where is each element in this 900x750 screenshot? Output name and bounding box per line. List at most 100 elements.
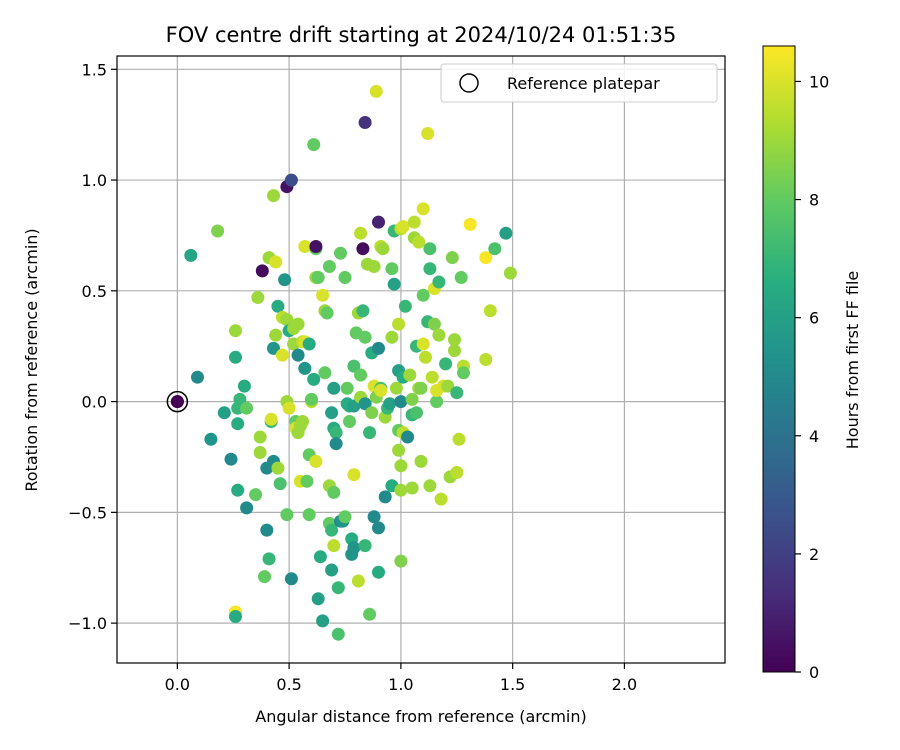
data-point <box>358 330 372 344</box>
data-point <box>378 490 392 504</box>
data-point <box>503 266 517 280</box>
colorbar-tick-label: 6 <box>809 309 819 328</box>
colorbar-gradient <box>762 45 796 673</box>
x-axis-ticks: 0.0 0.5 1.0 1.5 2.0 <box>165 663 637 694</box>
data-point <box>325 523 339 537</box>
data-point <box>369 84 383 98</box>
data-point <box>372 521 385 535</box>
data-point <box>284 572 298 586</box>
chart-title: FOV centre drift starting at 2024/10/24 … <box>166 23 677 47</box>
data-point <box>343 415 356 428</box>
data-point <box>448 333 461 347</box>
data-point <box>394 395 408 409</box>
data-point <box>267 341 280 355</box>
x-tick-label: 1.0 <box>388 675 413 694</box>
data-point <box>282 401 296 415</box>
data-point <box>358 116 372 129</box>
data-point <box>284 173 298 187</box>
data-point <box>407 215 421 229</box>
data-point <box>264 412 278 426</box>
data-point <box>318 366 332 380</box>
data-point <box>280 508 294 522</box>
data-point <box>278 273 292 287</box>
data-point <box>307 138 321 152</box>
data-point <box>309 240 323 253</box>
data-point <box>423 262 437 276</box>
data-point <box>255 264 269 278</box>
data-point <box>309 454 323 468</box>
data-point <box>338 271 352 284</box>
data-point <box>398 299 412 313</box>
data-point <box>291 317 305 331</box>
data-point <box>425 370 439 384</box>
data-point <box>231 417 245 431</box>
data-point <box>363 607 377 621</box>
data-point <box>262 552 276 566</box>
data-point <box>327 485 341 499</box>
data-point <box>237 379 251 393</box>
data-point <box>358 539 372 553</box>
data-point <box>338 510 352 524</box>
data-point <box>463 217 477 231</box>
data-point <box>191 370 204 384</box>
data-point <box>421 127 435 140</box>
data-point <box>334 246 347 260</box>
data-point <box>383 397 397 411</box>
data-point <box>300 474 314 488</box>
data-point <box>363 426 377 440</box>
data-point <box>365 406 379 420</box>
data-point <box>416 202 430 216</box>
data-point <box>394 459 408 473</box>
data-point <box>347 541 361 555</box>
data-point <box>258 570 271 584</box>
data-point <box>273 477 287 491</box>
data-points <box>170 84 517 641</box>
data-point <box>372 341 385 355</box>
data-point <box>434 492 448 506</box>
data-point <box>403 368 417 382</box>
legend: Reference platepar <box>440 63 718 103</box>
colorbar-tick-label: 8 <box>809 191 819 210</box>
data-point <box>396 220 410 234</box>
data-point <box>307 372 321 386</box>
data-point <box>269 328 283 342</box>
data-point <box>394 483 408 497</box>
data-point <box>267 189 280 203</box>
x-tick-label: 2.0 <box>612 675 637 694</box>
data-point <box>329 437 343 451</box>
data-point <box>340 381 354 395</box>
data-point <box>416 288 430 302</box>
data-point <box>405 481 419 495</box>
data-point <box>316 288 330 302</box>
data-point <box>311 592 325 606</box>
data-point <box>479 251 493 265</box>
data-point <box>329 426 343 440</box>
data-point <box>291 348 305 362</box>
colorbar-ticks: 0 2 4 6 8 10 <box>795 72 829 682</box>
data-point <box>483 304 497 318</box>
data-point <box>423 479 437 493</box>
data-point <box>367 260 381 273</box>
data-point <box>372 215 385 229</box>
colorbar-tick-label: 10 <box>809 72 829 91</box>
colorbar: 0 2 4 6 8 10 Hours from first FF file <box>762 45 862 682</box>
data-point <box>253 430 267 444</box>
data-point <box>450 386 464 400</box>
data-point <box>347 399 361 413</box>
legend-entry-reference: Reference platepar <box>507 74 660 93</box>
data-point <box>302 508 316 522</box>
data-point <box>331 627 345 641</box>
data-point <box>271 461 285 475</box>
y-tick-label: 0.0 <box>82 393 107 412</box>
data-point <box>233 392 247 406</box>
data-point <box>392 317 406 331</box>
data-point <box>385 262 399 276</box>
data-point <box>430 395 444 409</box>
data-point <box>271 299 285 313</box>
y-tick-label: −1.0 <box>68 614 107 633</box>
x-tick-label: 0.5 <box>276 675 301 694</box>
data-point <box>416 337 430 351</box>
data-point <box>419 350 432 364</box>
reference-ring <box>166 390 189 413</box>
